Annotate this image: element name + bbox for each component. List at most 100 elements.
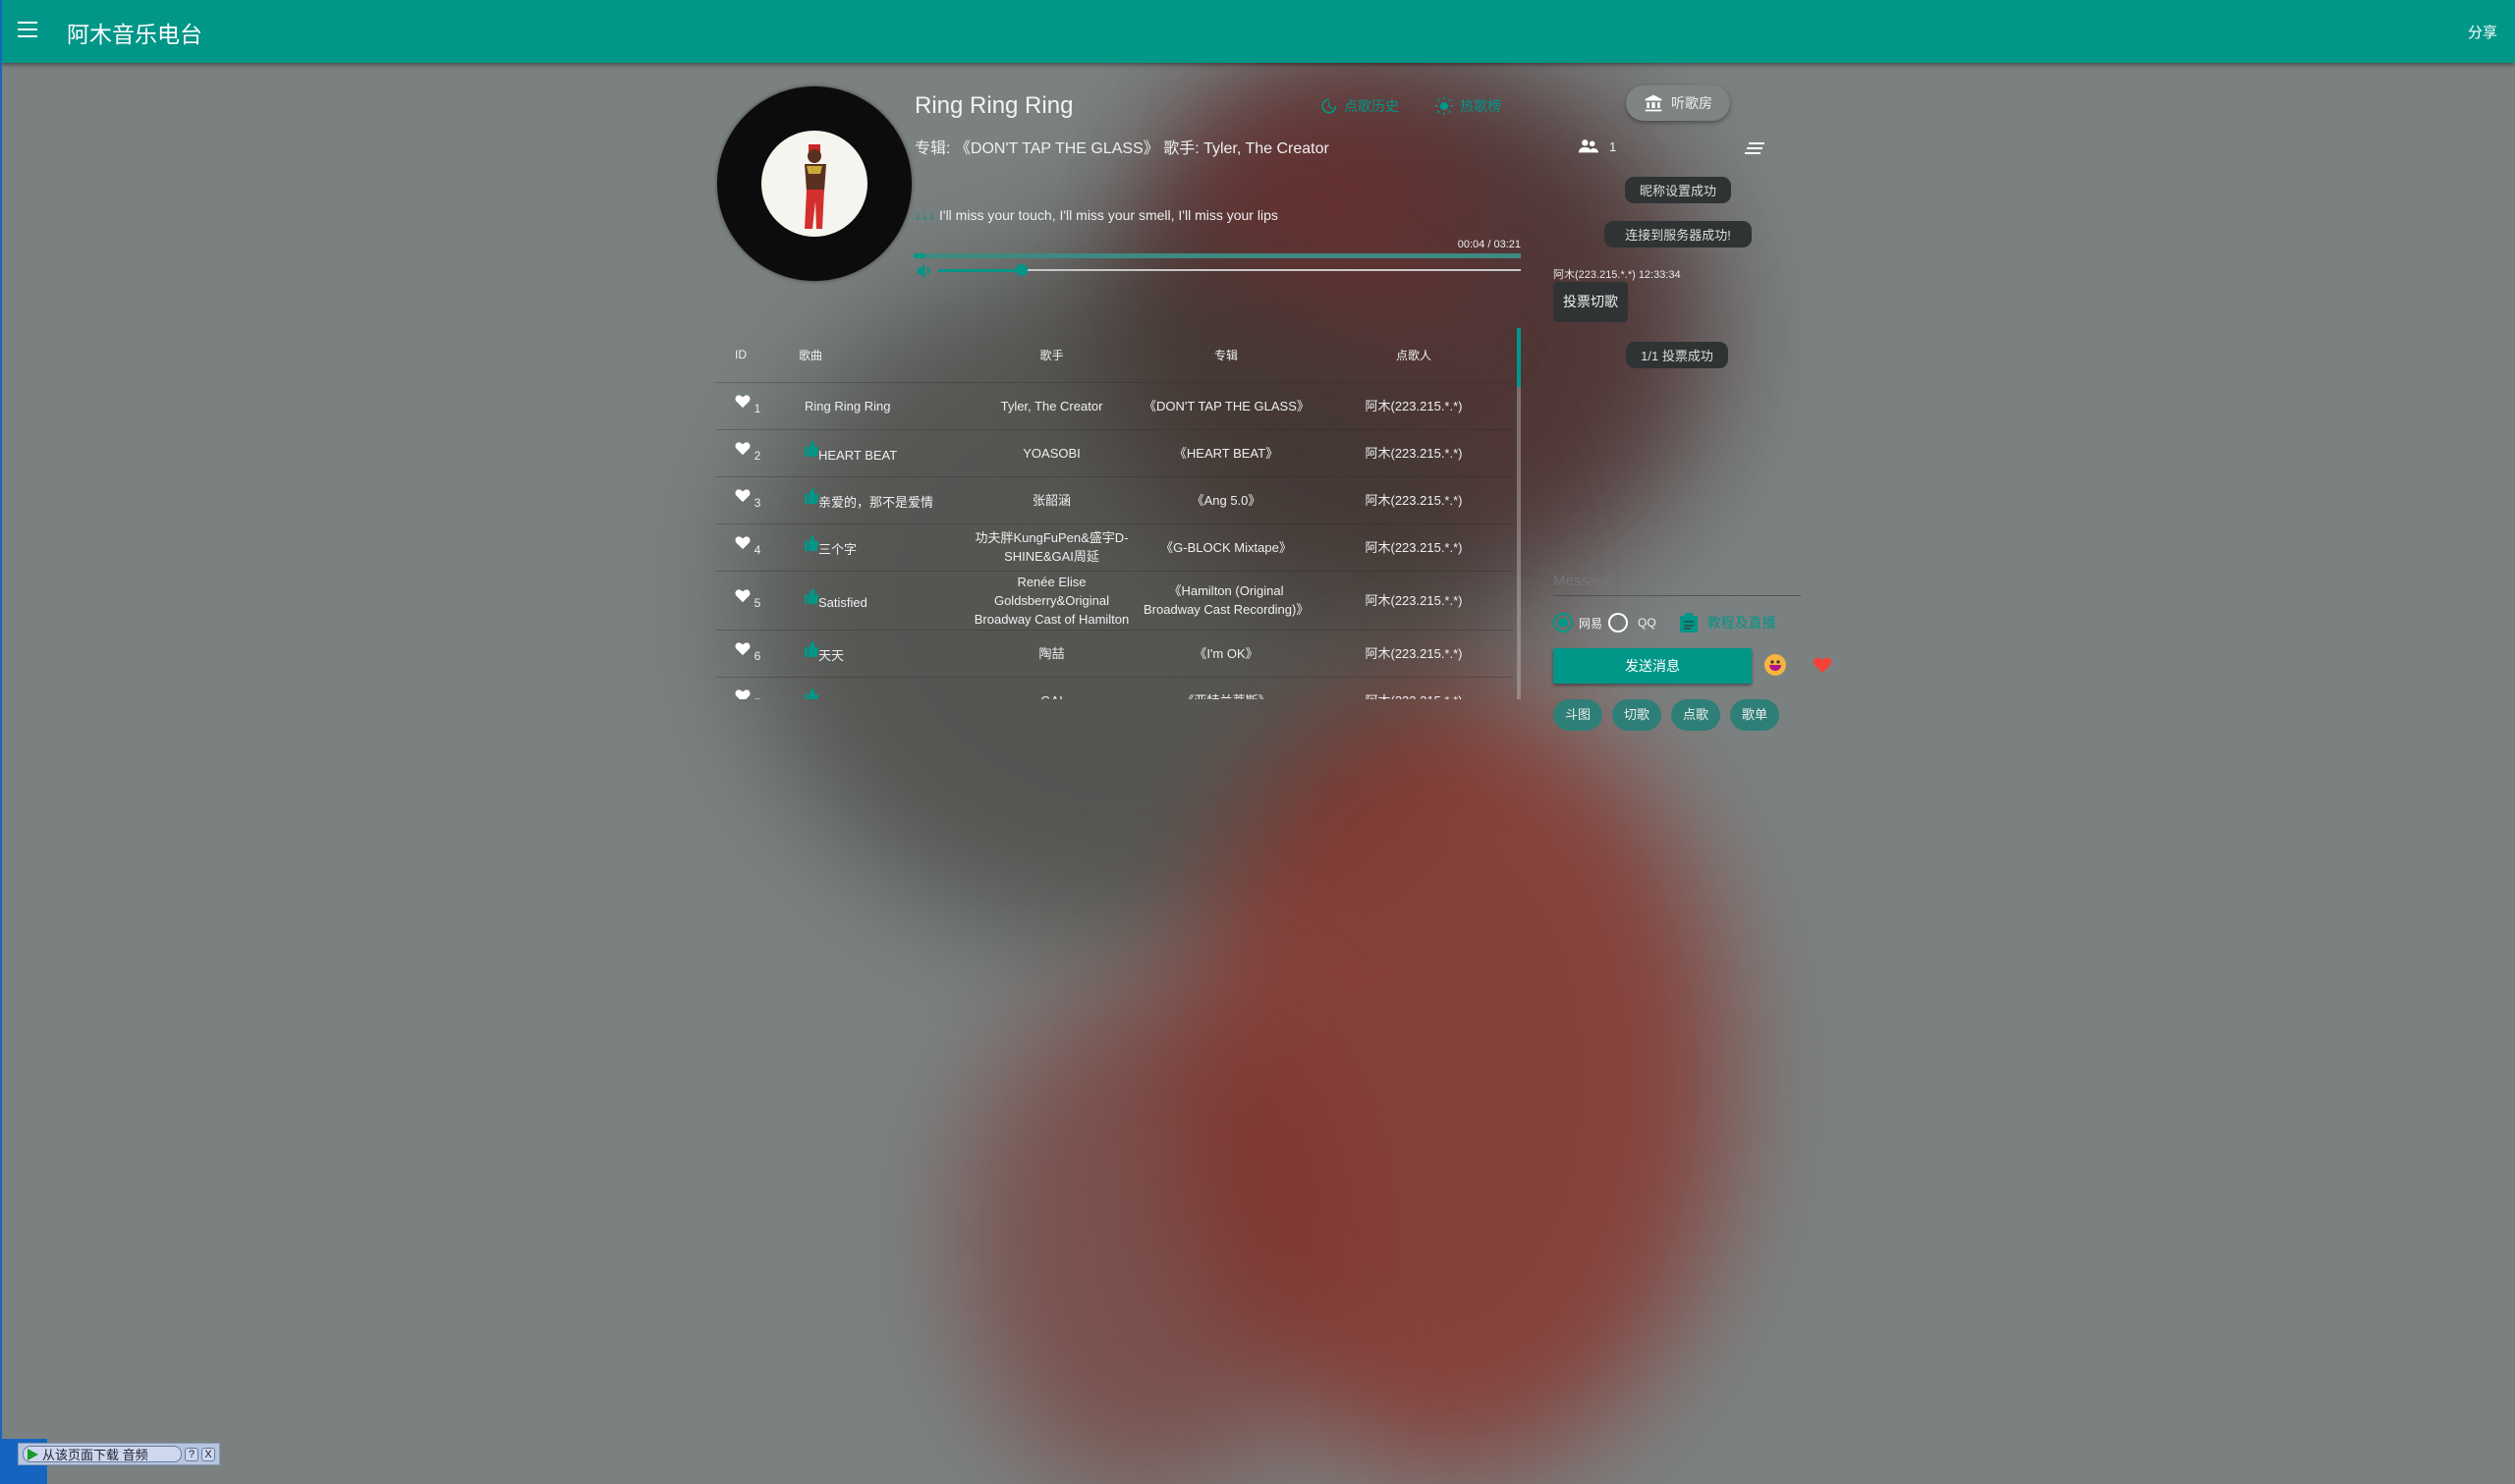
room-button[interactable]: 听歌房 [1626,85,1730,121]
table-row[interactable]: 5 Satisfied Renée Elise Goldsberry&Origi… [715,571,1513,631]
emoji-icon[interactable] [1764,654,1786,676]
row-song: Ring Ring Ring [799,382,966,430]
radio-qq-label: QQ [1638,616,1656,630]
playlist-table: ID 歌曲 歌手 专辑 点歌人 1 Ring Ring Ring Tyler, … [715,328,1521,699]
row-id: 3 [715,476,799,524]
quick-chips: 斗图 切歌 点歌 歌单 [1553,699,1779,731]
sort-icon[interactable] [1745,141,1764,159]
row-id-text: 3 [754,495,761,510]
heart-icon[interactable] [735,588,751,603]
row-song-text: Satisfied [818,595,867,610]
song-title: Ring Ring Ring [915,92,1074,119]
row-album: 《HEART BEAT》 [1138,429,1314,477]
radio-netease[interactable] [1553,613,1573,632]
col-song: 歌曲 [799,328,966,383]
table-scrollbar[interactable] [1517,328,1521,699]
download-close-button[interactable]: X [201,1447,215,1461]
history-label: 点歌历史 [1344,98,1399,114]
thumbs-up-icon[interactable] [805,588,818,604]
thumbs-up-icon[interactable] [805,441,818,457]
row-song: HEART BEAT [799,429,966,477]
row-song [799,677,966,699]
progress-fill [914,253,926,258]
col-artist: 歌手 [966,328,1138,383]
download-audio-button[interactable]: 从该页面下载 音频 [23,1446,182,1462]
row-id-text: 1 [754,401,761,415]
hot-chart-link[interactable]: 热歌榜 [1434,96,1501,116]
table-row[interactable]: 4 三个字 功夫胖KungFuPen&盛宇D-SHINE&GAI周延 《G-BL… [715,523,1513,572]
message-meta: 阿木(223.215.*.*) 12:33:34 [1553,269,1681,281]
history-link[interactable]: 点歌历史 [1318,96,1399,116]
window-edge [0,0,2,1484]
room-label: 听歌房 [1671,95,1712,111]
row-id-text: 2 [754,448,761,463]
table-row[interactable]: 6 天天 陶喆 《I'm OK》 阿木(223.215.*.*) [715,630,1513,678]
row-album: 《I'm OK》 [1138,630,1314,678]
volume-slider[interactable] [914,259,1521,281]
table-row[interactable]: 3 亲爱的，那不是爱情 张韶涵 《Ang 5.0》 阿木(223.215.*.*… [715,476,1513,524]
row-artist: 功夫胖KungFuPen&盛宇D-SHINE&GAI周延 [966,523,1138,572]
thumbs-up-icon[interactable] [805,535,818,551]
heart-icon[interactable] [735,488,751,503]
online-users: 1 [1578,138,1616,154]
clipboard-icon [1679,613,1698,632]
menu-icon[interactable] [18,22,37,37]
sun-icon [1434,96,1454,116]
app-header: 阿木音乐电台 分享 [0,0,2515,63]
row-user: 阿木(223.215.*.*) [1314,429,1513,477]
chip-sticker[interactable]: 斗图 [1553,699,1602,731]
source-radio-group: 网易 QQ 教程及直播 [1553,613,1776,632]
volume-icon[interactable] [916,262,933,280]
message-input[interactable] [1553,567,1801,596]
row-user: 阿木(223.215.*.*) [1314,571,1513,631]
table-row[interactable]: 7 GAI 《亚特兰蒂斯》 阿木(223.215.*.*) [715,677,1513,699]
share-button[interactable]: 分享 [2467,25,2497,41]
row-id: 1 [715,382,799,430]
table-row[interactable]: 1 Ring Ring Ring Tyler, The Creator 《DON… [715,382,1513,430]
download-help-button[interactable]: ? [185,1447,198,1461]
row-song-text: 三个字 [818,542,858,557]
chip-request[interactable]: 点歌 [1671,699,1720,731]
row-user: 阿木(223.215.*.*) [1314,523,1513,572]
album-cover [761,131,867,237]
heart-icon[interactable] [735,688,751,700]
heart-icon[interactable] [735,441,751,456]
row-id-text: 7 [754,696,761,700]
online-count: 1 [1609,138,1617,154]
col-album: 专辑 [1138,328,1314,383]
table-row[interactable]: 2 HEART BEAT YOASOBI 《HEART BEAT》 阿木(223… [715,429,1513,477]
thumbs-up-icon[interactable] [805,641,818,657]
chip-playlist[interactable]: 歌单 [1730,699,1779,731]
row-album: 《DON'T TAP THE GLASS》 [1138,382,1314,430]
row-song: 亲爱的，那不是爱情 [799,476,966,524]
row-song-text: 亲爱的，那不是爱情 [818,495,934,510]
radio-qq[interactable] [1608,613,1629,632]
row-artist: 张韶涵 [966,476,1138,524]
thumbs-up-icon[interactable] [805,488,818,504]
send-button[interactable]: 发送消息 [1553,648,1752,684]
volume-track [938,269,1521,271]
lyric-arrows: ↓↓↓ [915,207,935,223]
heart-icon[interactable] [735,394,751,409]
heart-icon[interactable] [735,535,751,550]
album-artist-line: 专辑: 《DON'T TAP THE GLASS》 歌手: Tyler, The… [915,140,1329,157]
heart-icon[interactable] [1813,656,1832,679]
row-artist: YOASOBI [966,429,1138,477]
scrollbar-thumb[interactable] [1517,328,1521,387]
hot-chart-label: 热歌榜 [1460,98,1501,114]
album-disc [717,86,912,281]
toast-connected: 连接到服务器成功! [1604,221,1752,247]
tutorial-link[interactable]: 教程及直播 [1679,613,1776,632]
row-id: 5 [715,571,799,631]
progress-bar[interactable] [914,253,1521,258]
row-id-text: 4 [754,542,761,557]
row-album: 《Ang 5.0》 [1138,476,1314,524]
row-user: 阿木(223.215.*.*) [1314,630,1513,678]
download-bar: 从该页面下载 音频 ? X [18,1443,220,1465]
volume-thumb[interactable] [1016,264,1028,276]
thumbs-up-icon[interactable] [805,688,818,699]
heart-icon[interactable] [735,641,751,656]
bank-icon [1645,94,1662,112]
chip-skip[interactable]: 切歌 [1612,699,1661,731]
row-id-text: 6 [754,648,761,663]
